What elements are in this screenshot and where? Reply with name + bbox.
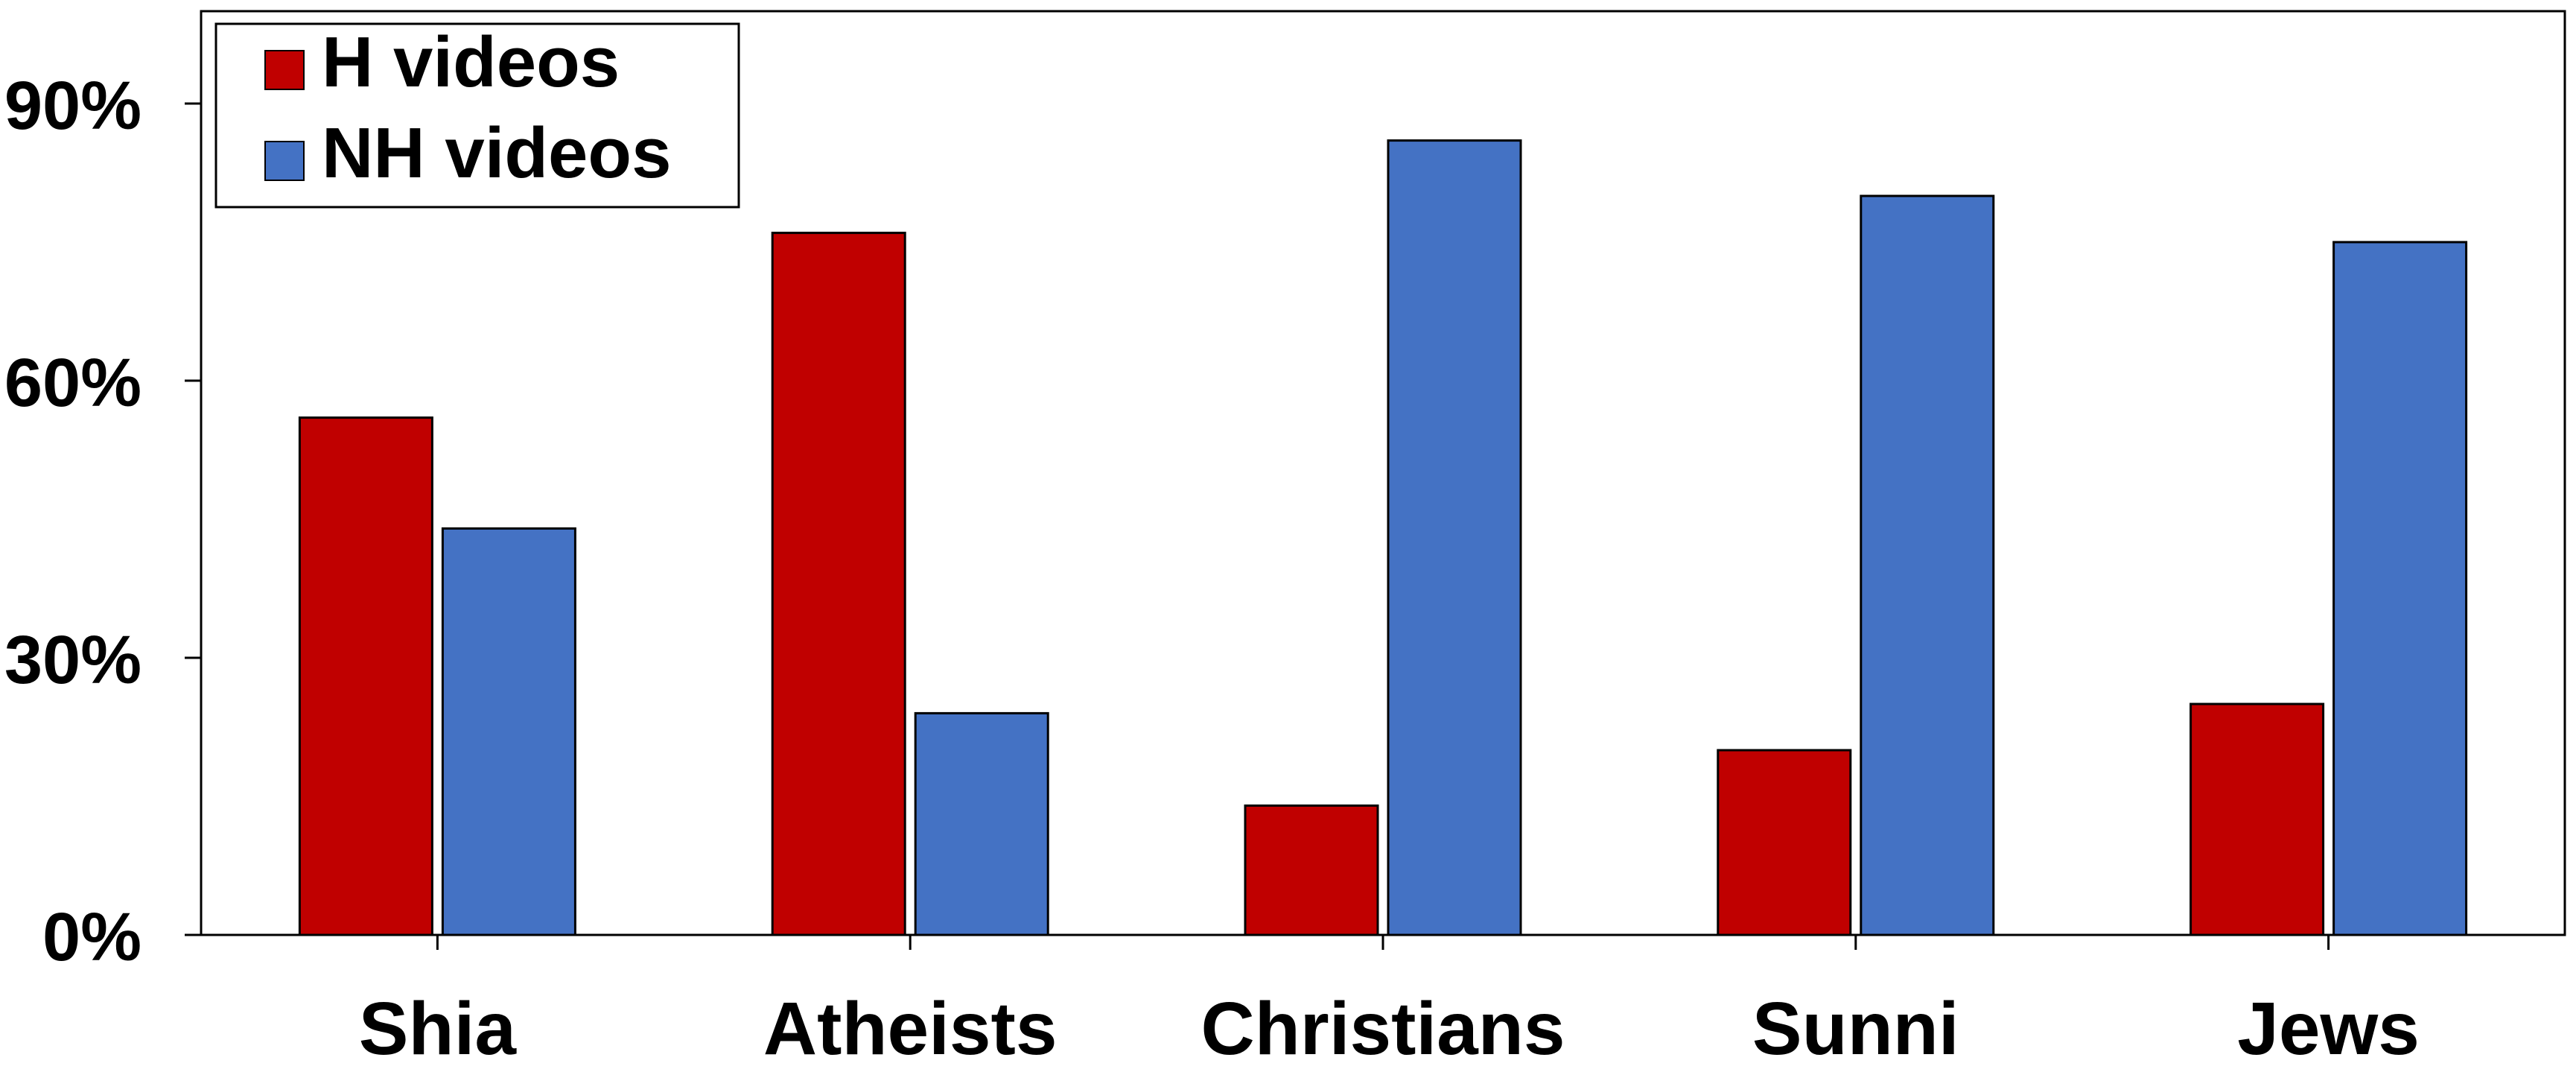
y-tick-label-90: 90% [4,68,141,144]
legend-swatch-h-videos [264,50,305,90]
legend: H videos NH videos [214,22,740,209]
legend-swatch-nh-videos [264,141,305,181]
bar-nh-videos-jews [2332,241,2468,936]
y-tick-label-60: 60% [4,345,141,421]
x-tick-label-christians: Christians [1200,987,1565,1068]
x-tick-label-sunni: Sunni [1752,987,1959,1068]
y-tick-label-0: 0% [42,899,141,975]
bar-nh-videos-christians [1387,139,1522,936]
bars [298,139,2468,936]
bar-h-videos-sunni [1717,749,1852,936]
bar-nh-videos-sunni [1860,194,1995,936]
legend-label-nh-videos: NH videos [322,113,671,193]
legend-label-h-videos: H videos [322,22,620,102]
bar-nh-videos-atheists [914,711,1049,936]
x-tick-label-shia: Shia [359,987,518,1068]
x-tick-label-atheists: Atheists [763,987,1058,1068]
bar-h-videos-christians [1244,804,1379,936]
axes: Shia Atheists Christians Sunni Jews 0% 30% 60% 9… [4,68,2565,1071]
bar-nh-videos-shia [441,527,576,936]
x-tick-label-jews: Jews [2237,987,2420,1068]
y-tick-label-30: 30% [4,622,141,698]
bar-h-videos-atheists [771,232,906,936]
bar-h-videos-shia [298,416,433,936]
bar-h-videos-jews [2189,702,2325,936]
